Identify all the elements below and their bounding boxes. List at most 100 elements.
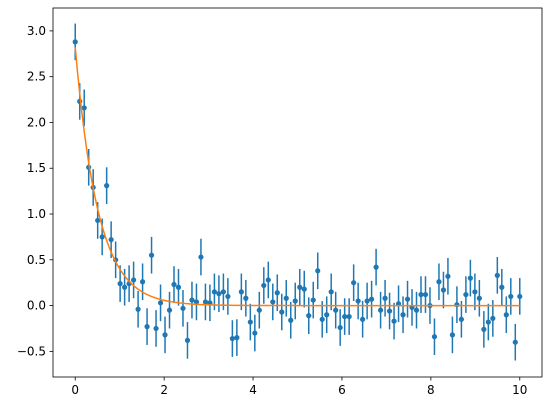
- data-point: [225, 293, 231, 300]
- data-point: [220, 289, 226, 295]
- data-point: [346, 313, 352, 320]
- data-point: [198, 254, 204, 260]
- y-tick-label: −0.5: [17, 344, 46, 358]
- data-point: [342, 313, 348, 320]
- data-point: [503, 312, 509, 318]
- data-point: [476, 295, 482, 301]
- x-tick-label: 4: [249, 383, 257, 397]
- data-point: [454, 302, 460, 308]
- data-point: [279, 309, 285, 315]
- data-point: [373, 264, 379, 270]
- data-point: [261, 282, 267, 289]
- data-point: [355, 298, 361, 304]
- data-point: [449, 332, 456, 338]
- data-point: [360, 316, 366, 322]
- x-axis-ticks: 0 2 4 6 8 10: [71, 377, 527, 397]
- data-point: [458, 316, 465, 322]
- fit-line-series: [74, 47, 520, 307]
- data-point: [310, 297, 316, 303]
- data-point: [499, 284, 505, 290]
- x-tick-label: 2: [160, 383, 168, 397]
- y-tick-label: 0.5: [27, 253, 46, 267]
- data-point: [283, 295, 289, 301]
- x-tick-label: 6: [338, 383, 346, 397]
- data-point: [485, 319, 491, 325]
- data-point: [108, 237, 114, 243]
- errorbar-series: [72, 23, 523, 361]
- y-tick-label: 2.5: [27, 70, 46, 84]
- data-point: [382, 295, 388, 301]
- data-point: [265, 277, 271, 283]
- data-point: [171, 281, 177, 288]
- data-point: [104, 183, 110, 189]
- data-point: [122, 284, 128, 290]
- data-point: [422, 291, 429, 298]
- data-point: [252, 330, 258, 336]
- data-point: [211, 289, 218, 295]
- data-point: [130, 277, 137, 283]
- data-point: [135, 306, 141, 312]
- data-point: [369, 296, 375, 302]
- data-point: [333, 307, 339, 313]
- data-point: [243, 295, 249, 301]
- data-point: [440, 287, 447, 293]
- data-point: [166, 307, 173, 313]
- data-point: [180, 305, 186, 311]
- data-point: [157, 300, 164, 306]
- axes-frame: [52, 7, 543, 378]
- y-tick-label: 1.0: [27, 207, 46, 221]
- data-point: [274, 290, 280, 296]
- data-point: [391, 318, 397, 324]
- data-point: [238, 289, 244, 295]
- data-point: [288, 317, 294, 323]
- data-point: [193, 299, 200, 305]
- axes-spine: [52, 7, 543, 378]
- data-point: [297, 284, 303, 290]
- data-point: [324, 312, 330, 318]
- data-point: [315, 268, 321, 274]
- data-point: [328, 289, 334, 295]
- data-point: [256, 307, 262, 313]
- data-point: [189, 297, 195, 303]
- data-point: [436, 279, 442, 285]
- y-tick-label: 1.5: [27, 161, 46, 175]
- data-point: [512, 339, 518, 345]
- data-point: [337, 324, 343, 331]
- data-point: [400, 312, 406, 318]
- data-point: [95, 217, 101, 224]
- data-point: [139, 279, 146, 285]
- y-tick-label: 0.0: [27, 299, 46, 313]
- data-point: [162, 332, 168, 338]
- x-tick-label: 0: [71, 383, 79, 397]
- data-point: [292, 298, 298, 304]
- data-point: [144, 324, 150, 330]
- data-point: [418, 291, 424, 298]
- data-point: [270, 299, 276, 305]
- data-point: [216, 291, 222, 297]
- data-point: [463, 291, 469, 298]
- data-point: [413, 307, 420, 313]
- data-point: [467, 275, 473, 281]
- data-point: [99, 234, 105, 240]
- data-point: [301, 286, 307, 292]
- data-point: [234, 335, 240, 341]
- x-tick-label: 8: [427, 383, 435, 397]
- data-point: [175, 284, 182, 290]
- data-point: [431, 334, 438, 340]
- data-point: [494, 272, 500, 278]
- data-point: [319, 316, 325, 322]
- data-point: [306, 313, 312, 319]
- data-point: [386, 308, 393, 314]
- data-point: [72, 39, 78, 45]
- y-tick-label: 3.0: [27, 24, 46, 38]
- data-point: [184, 337, 191, 343]
- data-point: [472, 289, 478, 295]
- data-point: [81, 105, 87, 111]
- data-point: [445, 273, 451, 279]
- data-point: [229, 335, 235, 342]
- data-point: [148, 252, 155, 258]
- data-point: [117, 281, 123, 287]
- fit-line: [74, 47, 520, 307]
